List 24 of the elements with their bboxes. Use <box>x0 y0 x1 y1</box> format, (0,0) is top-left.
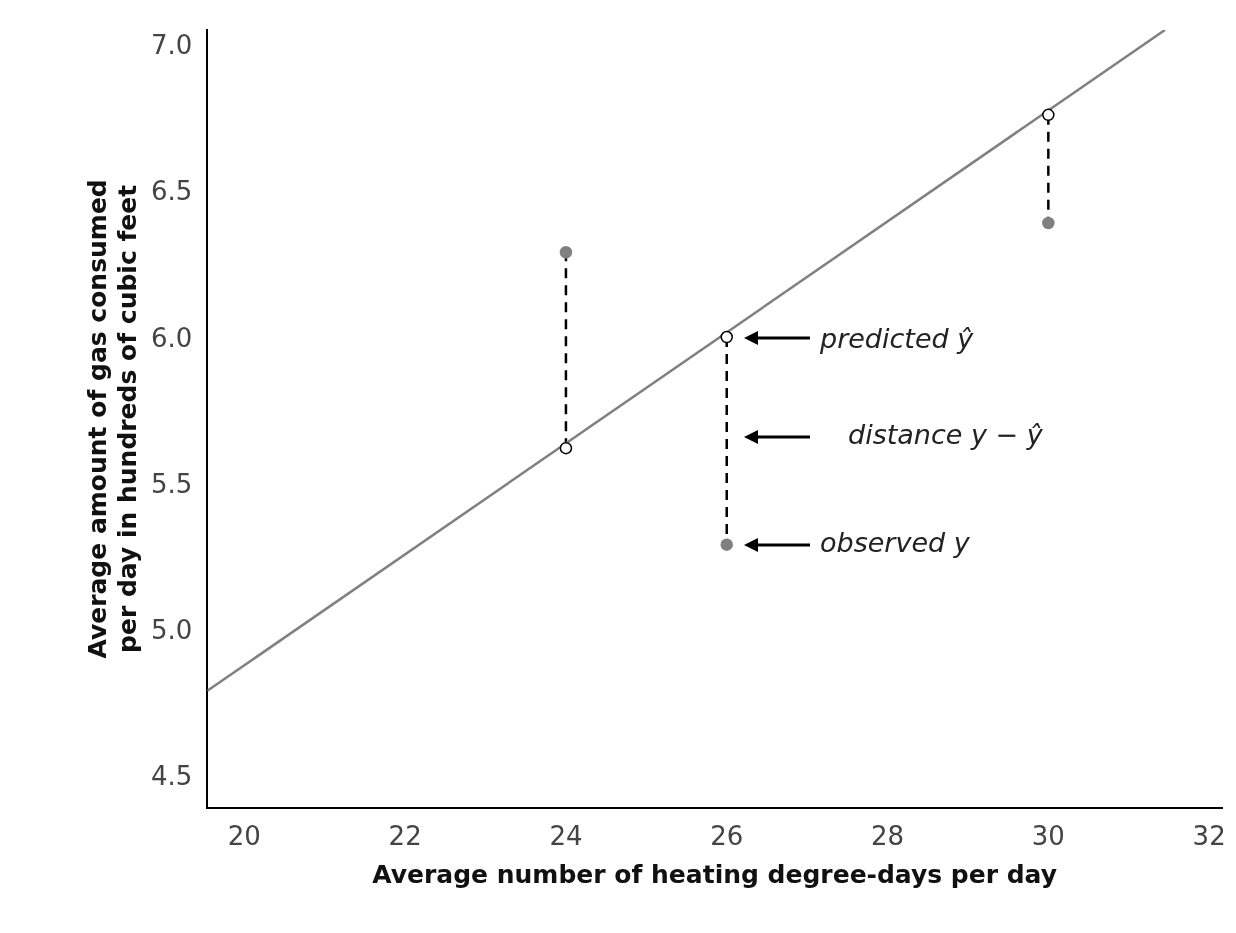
point <box>720 538 733 551</box>
y-tick-label: 7.0 <box>150 30 193 61</box>
point <box>720 330 733 344</box>
point <box>559 245 573 259</box>
annotation: predicted ŷ <box>819 323 975 355</box>
x-tick-label: 24 <box>549 821 583 852</box>
y-tick-label: 6.5 <box>150 176 193 207</box>
x-axis-title: Average number of heating degree-days per day <box>372 859 1058 889</box>
point <box>559 441 573 455</box>
x-tick-label: 26 <box>710 821 744 852</box>
x-tick-label: 20 <box>227 821 261 852</box>
x-tick-label: 30 <box>1031 821 1065 852</box>
point <box>1042 108 1055 122</box>
y-axis-title: Average amount of gas consumed per day in hundreds of cubic feet <box>82 179 142 659</box>
x-tick-label: 32 <box>1192 821 1226 852</box>
annotation: distance y − ŷ <box>848 419 1044 451</box>
y-tick-label: 4.5 <box>150 761 193 792</box>
y-tick-label: 5.0 <box>150 615 193 646</box>
point <box>1042 216 1055 230</box>
x-tick-label: 22 <box>388 821 422 852</box>
y-tick-label: 6.0 <box>150 322 193 353</box>
annotation: observed y <box>820 527 971 559</box>
y-tick-label: 5.5 <box>150 468 193 499</box>
x-tick-label: 28 <box>870 821 905 852</box>
